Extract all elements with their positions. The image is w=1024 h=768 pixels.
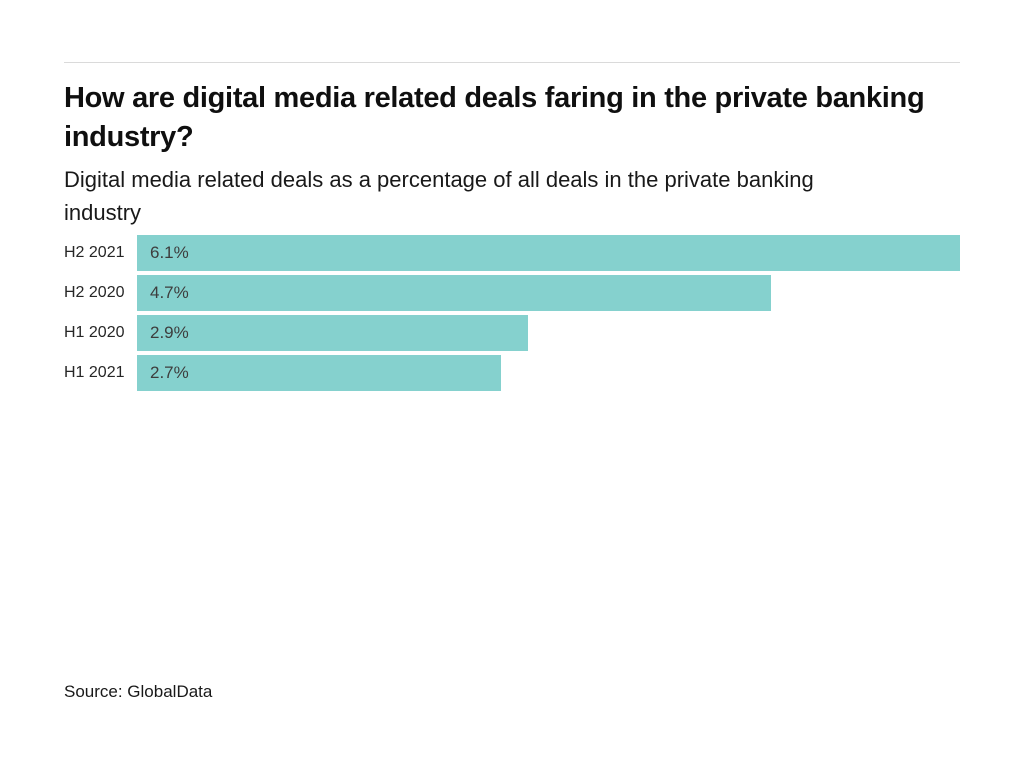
bar: 6.1%: [137, 235, 960, 271]
category-label: H1 2020: [64, 324, 125, 341]
bar-track: 4.7%: [137, 275, 960, 311]
chart-row: H1 2020 2.9%: [64, 315, 960, 351]
chart-title: How are digital media related deals fari…: [64, 82, 925, 153]
bar-track: 6.1%: [137, 235, 960, 271]
value-label: 6.1%: [150, 243, 189, 262]
chart-row: H1 2021 2.7%: [64, 355, 960, 391]
top-divider-rule: [64, 62, 960, 63]
value-label: 4.7%: [150, 283, 189, 302]
category-label: H2 2020: [64, 284, 125, 301]
chart-row: H2 2021 6.1%: [64, 235, 960, 271]
bar-chart: H2 2021 6.1% H2 2020 4.7% H1 2020 2.9% H1 2021…: [64, 235, 960, 395]
bar-track: 2.9%: [137, 315, 960, 351]
bar: 2.9%: [137, 315, 529, 351]
bar: 4.7%: [137, 275, 772, 311]
bar-track: 2.7%: [137, 355, 960, 391]
category-label: H2 2021: [64, 244, 125, 261]
value-label: 2.7%: [150, 363, 189, 382]
source-attribution: Source: GlobalData: [64, 682, 213, 701]
value-label: 2.9%: [150, 323, 189, 342]
chart-row: H2 2020 4.7%: [64, 275, 960, 311]
bar: 2.7%: [137, 355, 502, 391]
chart-rows: H2 2021 6.1% H2 2020 4.7% H1 2020 2.9% H1 2021…: [64, 235, 960, 391]
category-label: H1 2021: [64, 364, 125, 381]
chart-subtitle: Digital media related deals as a percent…: [64, 167, 814, 225]
